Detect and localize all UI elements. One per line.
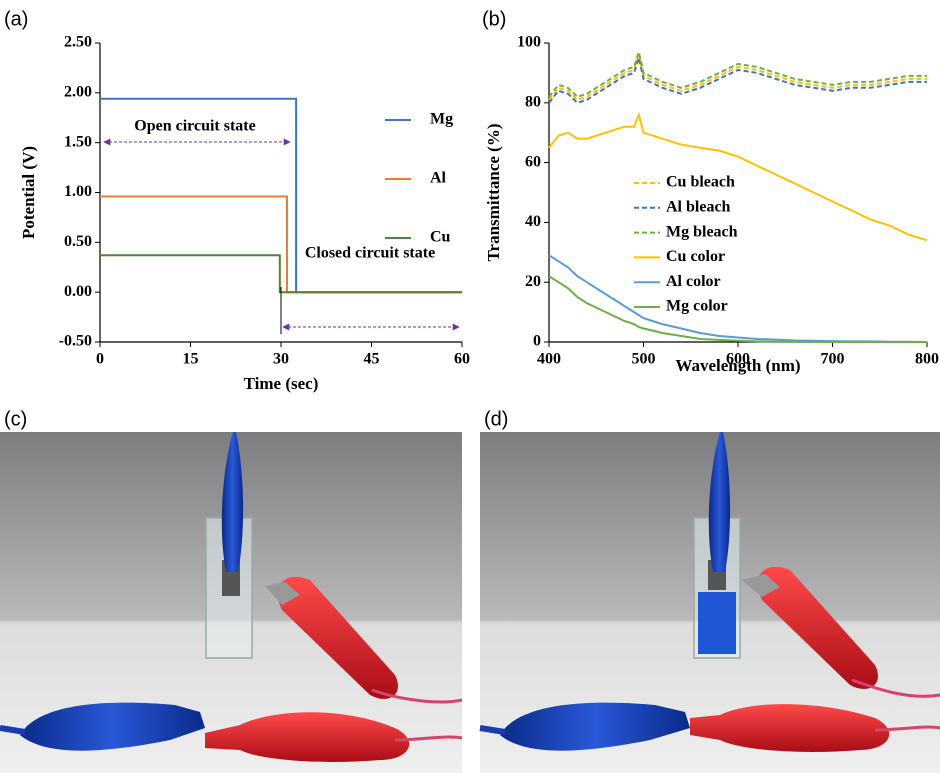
y-tick-label: 2.00	[64, 84, 92, 101]
legend-label: Al	[430, 170, 447, 187]
legend-label: Cu	[430, 229, 451, 246]
clip-jaw	[742, 574, 780, 597]
blue-clip	[20, 702, 205, 751]
series-line	[548, 275, 927, 343]
blue-clip	[500, 702, 690, 751]
y-tick-label: 60	[525, 153, 541, 170]
y-tick-label: 1.00	[64, 183, 92, 200]
x-tick-label: 60	[454, 351, 470, 368]
legend-label: Cu color	[666, 248, 725, 265]
x-tick-label: 400	[537, 351, 561, 368]
wire	[851, 678, 940, 698]
x-tick-label: 30	[273, 351, 289, 368]
annotation: Closed circuit state	[305, 245, 435, 262]
series-line	[548, 54, 927, 104]
blue-clip	[708, 432, 731, 572]
photo-c	[0, 432, 463, 773]
x-tick-label: 15	[183, 351, 199, 368]
red-clip	[757, 566, 878, 689]
series-line	[548, 48, 927, 98]
y-tick-label: 100	[517, 34, 541, 51]
wire	[479, 725, 506, 735]
red-clip	[690, 704, 890, 752]
series-line	[100, 254, 462, 294]
y-tick-label: 80	[525, 93, 541, 110]
y-tick-label: 40	[525, 213, 541, 230]
legend-label: Al bleach	[666, 198, 731, 215]
legend-label: Mg	[430, 111, 453, 128]
red-clip	[205, 712, 410, 762]
x-tick-label: 800	[915, 351, 939, 368]
blue-clip	[221, 432, 244, 572]
y-tick-label: -0.50	[59, 333, 92, 350]
wire	[0, 725, 26, 735]
x-axis-label: Time (sec)	[244, 374, 319, 393]
series-line	[548, 254, 928, 343]
x-tick-label: 700	[821, 351, 845, 368]
colored-film	[698, 592, 736, 654]
y-tick-label: 0.50	[64, 233, 92, 250]
panel-label: (d)	[484, 408, 508, 430]
wire	[371, 688, 463, 704]
panel-label: (b)	[482, 8, 506, 30]
y-axis-label: Potential (V)	[19, 146, 38, 239]
legend-label: Mg color	[666, 298, 728, 315]
wire	[394, 735, 463, 742]
y-axis-label: Transmittance (%)	[484, 123, 503, 261]
clip-jaw	[265, 582, 300, 605]
x-axis-label: Wavelength (nm)	[675, 356, 800, 375]
series-line	[548, 111, 928, 242]
x-tick-label: 45	[364, 351, 380, 368]
legend-label: Al color	[666, 273, 721, 290]
annotation: Open circuit state	[134, 118, 255, 135]
y-tick-label: 0.00	[64, 283, 92, 300]
y-tick-label: 1.50	[64, 133, 92, 150]
series-line	[548, 51, 927, 101]
x-tick-label: 600	[726, 351, 750, 368]
panel-label: (a)	[4, 8, 28, 30]
photo-d	[479, 432, 940, 773]
x-tick-label: 500	[632, 351, 656, 368]
y-tick-label: 0	[533, 333, 541, 350]
y-tick-label: 20	[525, 273, 541, 290]
x-tick-label: 0	[96, 351, 104, 368]
panel-label: (c)	[4, 408, 27, 430]
wire	[874, 725, 940, 732]
legend-label: Cu bleach	[666, 174, 735, 191]
y-tick-label: 2.50	[64, 34, 92, 51]
red-clip	[277, 576, 398, 699]
legend-label: Mg bleach	[666, 223, 738, 240]
